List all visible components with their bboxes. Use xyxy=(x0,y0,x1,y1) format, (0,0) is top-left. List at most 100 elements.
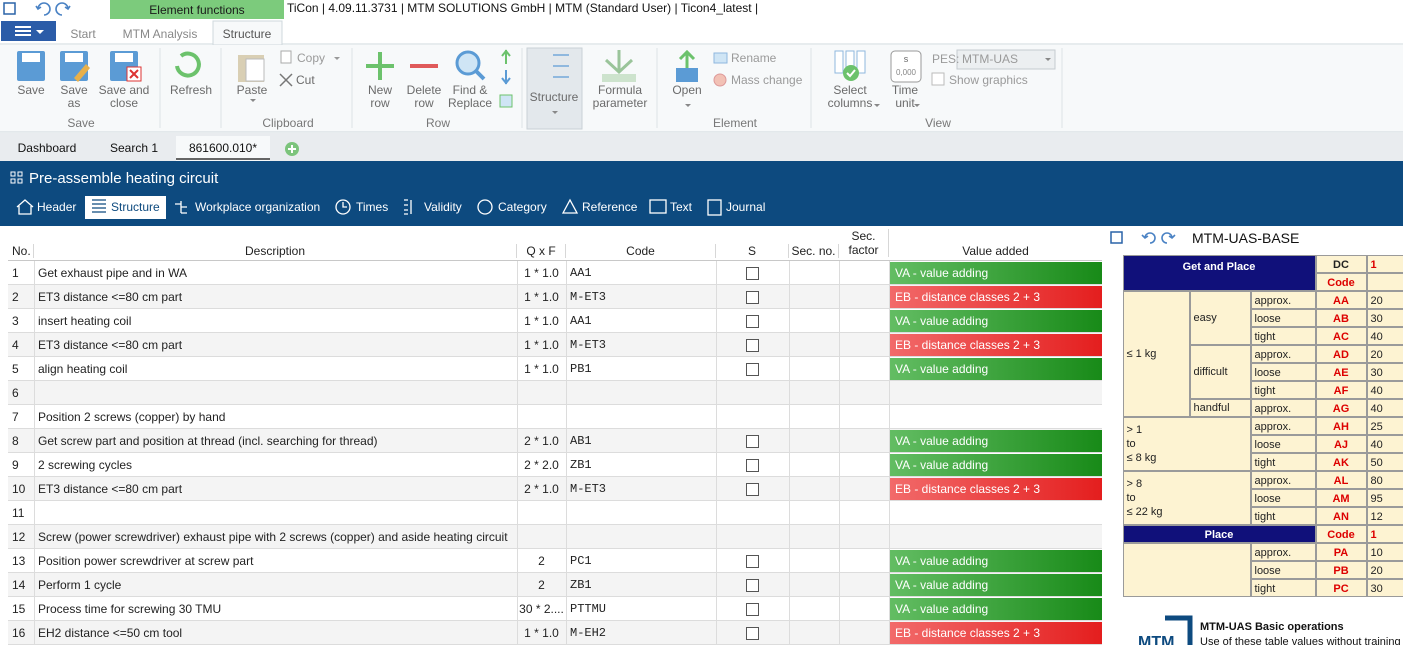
row-checkbox[interactable] xyxy=(746,579,759,592)
view-tab[interactable]: Times xyxy=(356,200,388,214)
ribbon-button[interactable]: Save as xyxy=(57,84,91,110)
table-row[interactable]: 13Position power screwdriver at screw pa… xyxy=(8,549,1102,573)
column-header[interactable]: Value added xyxy=(889,244,1102,258)
row-qxf: 2 xyxy=(517,554,566,568)
row-checkbox[interactable] xyxy=(746,435,759,448)
cell-border xyxy=(789,405,790,429)
card-value: 80 xyxy=(1367,471,1403,489)
row-checkbox[interactable] xyxy=(746,555,759,568)
table-row[interactable]: 11 xyxy=(8,501,1102,525)
ribbon-button[interactable]: Refresh xyxy=(166,84,216,97)
ribbon-button[interactable]: Open xyxy=(667,84,707,97)
card-code: AK xyxy=(1316,453,1367,471)
column-header[interactable]: Q x F xyxy=(517,244,566,258)
row-checkbox[interactable] xyxy=(746,267,759,280)
view-tab[interactable]: Journal xyxy=(726,200,765,214)
view-tab[interactable]: Reference xyxy=(582,200,637,214)
card-code: PC xyxy=(1316,579,1367,597)
document-tab[interactable]: Dashboard xyxy=(2,141,92,155)
table-row[interactable]: 14Perform 1 cycle2ZB1VA - value adding xyxy=(8,573,1102,597)
card-weight xyxy=(1123,543,1251,597)
card-code: AL xyxy=(1316,471,1367,489)
ribbon-button[interactable]: New row xyxy=(365,84,395,110)
row-number: 11 xyxy=(12,506,24,520)
document-tab[interactable]: Search 1 xyxy=(89,141,179,155)
row-qxf: 1 * 1.0 xyxy=(517,266,566,280)
card-value: 50 xyxy=(1367,453,1403,471)
ribbon-button[interactable]: Find & Replace xyxy=(445,84,495,110)
ribbon-button[interactable]: Delete row xyxy=(404,84,444,110)
table-row[interactable]: 8Get screw part and position at thread (… xyxy=(8,429,1102,453)
table-row[interactable]: 10ET3 distance <=80 cm part2 * 1.0M-ET3E… xyxy=(8,477,1102,501)
table-row[interactable]: 7Position 2 screws (copper) by hand xyxy=(8,405,1102,429)
pes-dropdown[interactable]: MTM-UAS xyxy=(962,52,1018,66)
view-tab[interactable]: Structure xyxy=(111,200,160,214)
table-row[interactable]: 15Process time for screwing 30 TMU30 * 2… xyxy=(8,597,1102,621)
ribbon-tab[interactable]: Structure xyxy=(202,27,292,41)
row-checkbox[interactable] xyxy=(746,627,759,640)
row-checkbox[interactable] xyxy=(746,315,759,328)
ribbon-button[interactable]: Mass change xyxy=(731,73,802,87)
table-row[interactable]: 12Screw (power screwdriver) exhaust pipe… xyxy=(8,525,1102,549)
table-row[interactable]: 1Get exhaust pipe and in WA1 * 1.0AA1VA … xyxy=(8,261,1102,285)
column-header[interactable]: Sec. no. xyxy=(789,244,839,258)
column-header[interactable]: Code xyxy=(566,244,716,258)
card-value: 40 xyxy=(1367,435,1403,453)
ribbon-button[interactable]: Cut xyxy=(296,73,315,87)
card-code-header: Code xyxy=(1316,525,1367,543)
show-graphics-checkbox[interactable]: Show graphics xyxy=(949,73,1028,87)
view-tab[interactable]: Text xyxy=(670,200,692,214)
view-tab[interactable]: Workplace organization xyxy=(195,200,320,214)
cell-border xyxy=(34,621,35,645)
row-checkbox[interactable] xyxy=(746,363,759,376)
table-row[interactable]: 16EH2 distance <=50 cm tool1 * 1.0M-EH2E… xyxy=(8,621,1102,645)
card-fit: loose xyxy=(1251,561,1316,579)
column-header[interactable]: Sec. factor xyxy=(839,229,889,257)
ribbon-group-label: View xyxy=(898,116,978,130)
cell-border xyxy=(889,525,890,549)
row-checkbox[interactable] xyxy=(746,483,759,496)
card-fit: approx. xyxy=(1251,543,1316,561)
cell-border xyxy=(789,621,790,645)
ribbon-button[interactable]: Formula parameter xyxy=(590,84,650,110)
column-header[interactable]: S xyxy=(716,244,789,258)
card-fit: approx. xyxy=(1251,291,1316,309)
table-row[interactable]: 6 xyxy=(8,381,1102,405)
view-tab[interactable]: Category xyxy=(498,200,547,214)
card-value: 20 xyxy=(1367,291,1403,309)
ribbon-button[interactable]: Rename xyxy=(731,51,776,65)
cell-border xyxy=(34,381,35,405)
row-checkbox[interactable] xyxy=(746,339,759,352)
ribbon-button[interactable]: Paste xyxy=(232,84,272,97)
row-checkbox[interactable] xyxy=(746,459,759,472)
row-checkbox[interactable] xyxy=(746,291,759,304)
ribbon-button[interactable]: Time unit xyxy=(888,84,922,110)
view-tab[interactable]: Header xyxy=(37,200,76,214)
document-tab[interactable]: 861600.010* xyxy=(178,141,268,155)
column-header[interactable]: No. xyxy=(8,244,34,258)
table-row[interactable]: 4ET3 distance <=80 cm part1 * 1.0M-ET3EB… xyxy=(8,333,1102,357)
cell-border xyxy=(716,405,717,429)
table-row[interactable]: 2ET3 distance <=80 cm part1 * 1.0M-ET3EB… xyxy=(8,285,1102,309)
ribbon-button[interactable]: Save and close xyxy=(96,84,152,110)
context-tab-label: Element functions xyxy=(110,3,284,17)
row-checkbox[interactable] xyxy=(746,603,759,616)
row-number: 6 xyxy=(12,386,19,400)
ribbon-tab[interactable]: MTM Analysis xyxy=(115,27,205,41)
cell-border xyxy=(517,405,518,429)
row-number: 10 xyxy=(12,482,25,496)
cell-border xyxy=(34,453,35,477)
ribbon-button[interactable]: Select columns xyxy=(822,84,878,110)
ribbon-button[interactable]: Save xyxy=(11,84,51,97)
cell-border xyxy=(566,525,567,549)
cell-border xyxy=(789,501,790,525)
ribbon-button[interactable]: Structure xyxy=(527,91,581,104)
view-tab[interactable]: Validity xyxy=(424,200,462,214)
table-row[interactable]: 3insert heating coil1 * 1.0AA1VA - value… xyxy=(8,309,1102,333)
table-row[interactable]: 5align heating coil1 * 1.0PB1VA - value … xyxy=(8,357,1102,381)
table-row[interactable]: 92 screwing cycles2 * 2.0ZB1VA - value a… xyxy=(8,453,1102,477)
column-header[interactable]: Description xyxy=(34,244,517,258)
row-number: 8 xyxy=(12,434,19,448)
ribbon-button[interactable]: Copy xyxy=(297,51,325,65)
card-weight: ≤ 1 kg xyxy=(1123,291,1190,417)
